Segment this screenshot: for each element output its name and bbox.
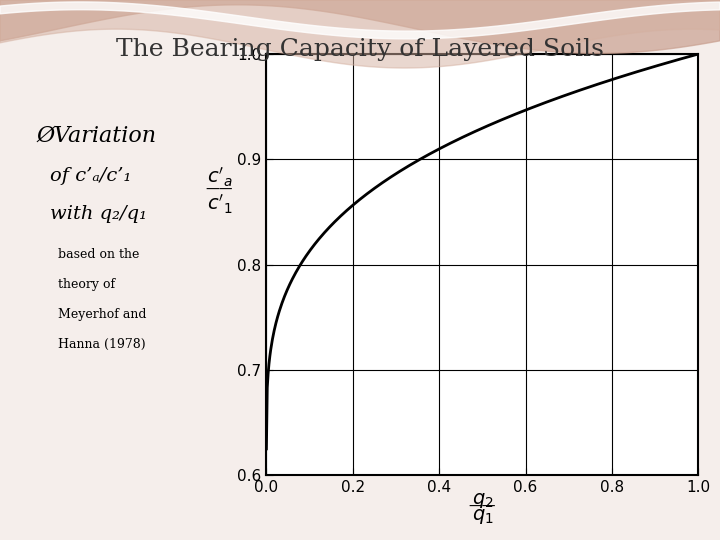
Text: based on the: based on the xyxy=(58,248,139,261)
Text: with q₂/q₁: with q₂/q₁ xyxy=(50,205,148,223)
Text: $c'_a$: $c'_a$ xyxy=(207,166,233,189)
Text: Meyerhof and: Meyerhof and xyxy=(58,308,146,321)
Text: Hanna (1978): Hanna (1978) xyxy=(58,338,145,350)
Text: The Bearing Capacity of Layered Soils: The Bearing Capacity of Layered Soils xyxy=(116,38,604,61)
Text: $c'_1$: $c'_1$ xyxy=(207,193,233,216)
Text: ØVariation: ØVariation xyxy=(36,124,156,146)
Text: of c’ₐ/c’₁: of c’ₐ/c’₁ xyxy=(50,167,132,185)
Text: $q_1$: $q_1$ xyxy=(472,508,493,526)
Text: $q_2$: $q_2$ xyxy=(472,491,493,510)
Text: ——: —— xyxy=(206,183,233,197)
Text: theory of: theory of xyxy=(58,278,114,291)
Text: ——: —— xyxy=(469,500,496,514)
